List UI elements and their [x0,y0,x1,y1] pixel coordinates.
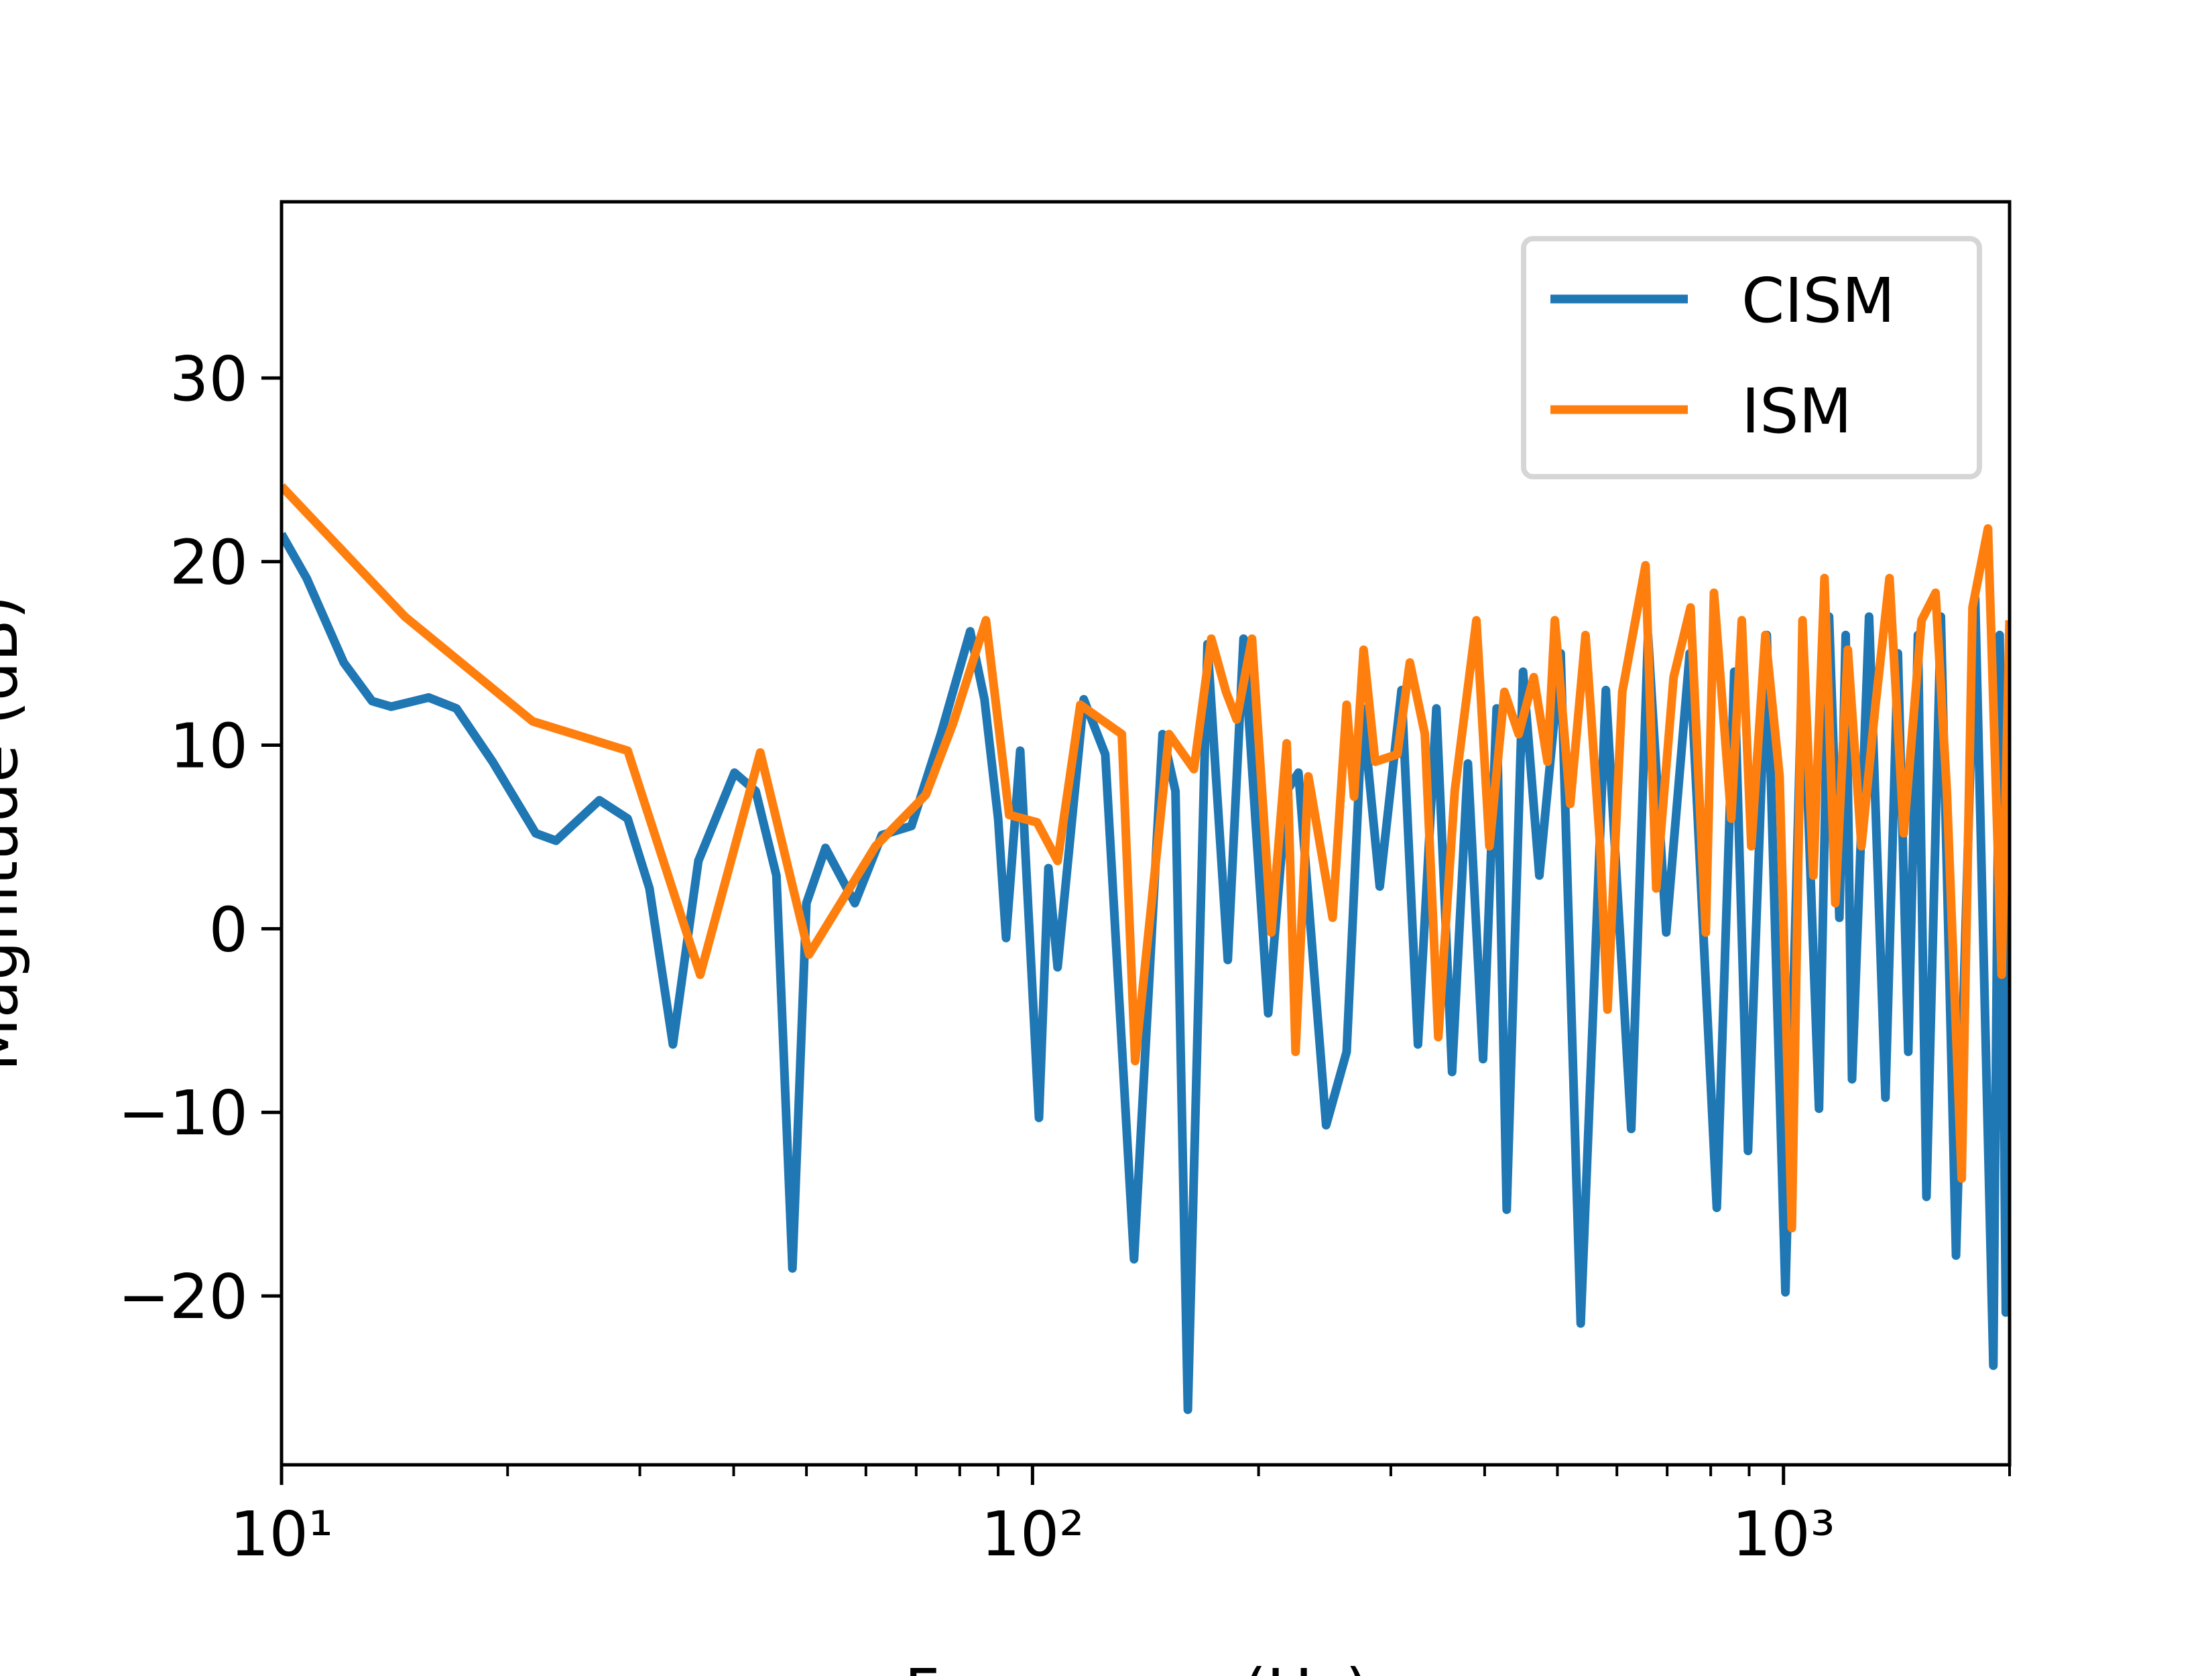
x-axis-label: Frequency (Hz) [904,1656,1369,1676]
line-1 [282,483,2010,1233]
y-tick-label: −10 [118,1077,248,1149]
y-tick-label: −20 [118,1261,248,1333]
plot-area [282,483,2010,1415]
legend-label: ISM [1741,375,1852,447]
y-tick-label: 10 [170,711,248,782]
y-axis-label: Magnitude (dB) [0,595,32,1071]
y-tick-label: 0 [208,894,248,965]
x-tick-label: 10¹ [230,1498,333,1570]
y-tick-label: 30 [170,343,248,415]
x-tick-label: 10³ [1732,1498,1835,1570]
legend-label: CISM [1741,265,1895,337]
plot-frame [280,200,2012,1467]
x-tick-label: 10² [981,1498,1084,1570]
y-tick-label: 20 [170,527,248,599]
